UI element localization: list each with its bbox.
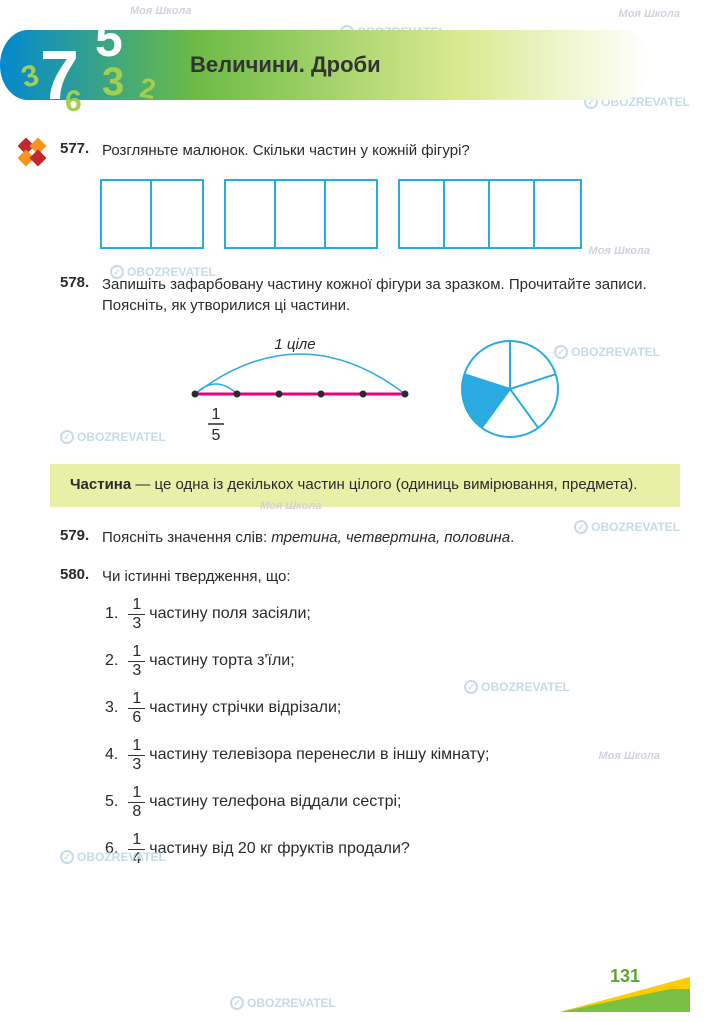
fraction: 16 [128,691,145,726]
fraction: 13 [128,738,145,773]
corner-decor [560,977,690,1012]
task-579: 579. Поясніть значення слів: третина, че… [60,527,680,548]
task-578: 578. Запишіть зафарбовану частину кожної… [60,274,680,316]
list-item: 1. 13 частину поля засіяли; [105,597,680,632]
definition-box: Частина — це одна із декількох частин ці… [50,464,680,507]
chapter-header: 7 5 3 6 3 2 Величини. Дроби [60,20,680,120]
list-item: 5. 18 частину телефона віддали сестрі; [105,785,680,820]
svg-text:5: 5 [212,427,221,444]
number-line-figure: 1 ціле 1 5 [175,334,425,444]
task-num: 579. [60,527,102,544]
task580-list: 1. 13 частину поля засіяли; 2. 13 частин… [105,597,680,867]
whole-label: 1 ціле [274,336,315,353]
chapter-title: Величини. Дроби [190,52,381,78]
task-icon [18,138,50,170]
fraction: 18 [128,785,145,820]
definition-term: Частина [70,476,131,493]
task-num: 580. [60,566,102,583]
task578-diagram: 1 ціле 1 5 [60,334,680,444]
figure-3parts [224,179,378,249]
task-577: 577. Розгляньте малюнок. Скільки частин … [60,140,680,161]
svg-text:1: 1 [212,406,221,423]
list-item: 2. 13 частину торта з'їли; [105,644,680,679]
fraction: 13 [128,644,145,679]
list-item: 6. 14 частину від 20 кг фруктів продали? [105,832,680,867]
fraction: 14 [128,832,145,867]
fraction: 13 [128,597,145,632]
list-item: 4. 13 частину телевізора перенесли в інш… [105,738,680,773]
pie-figure [455,334,565,444]
task-num: 578. [60,274,102,291]
task-text: Розгляньте малюнок. Скільки частин у кож… [102,140,680,161]
figure-4parts [398,179,582,249]
task-580: 580. Чи істинні твердження, що: [60,566,680,587]
watermark-ob: ✓OBOZREVATEL [230,996,336,1010]
watermark-ms: Моя Школа [619,8,680,20]
task-text: Запишіть зафарбовану частину кожної фігу… [102,274,680,316]
task-text: Поясніть значення слів: третина, четверт… [102,527,680,548]
figure-2parts [100,179,204,249]
task-text: Чи істинні твердження, що: [102,566,680,587]
watermark-ms: Моя Школа [130,5,191,17]
task-num: 577. [60,140,102,157]
task577-figures [100,179,680,249]
list-item: 3. 16 частину стрічки відрізали; [105,691,680,726]
definition-text: — це одна із декількох частин цілого (од… [131,476,637,493]
